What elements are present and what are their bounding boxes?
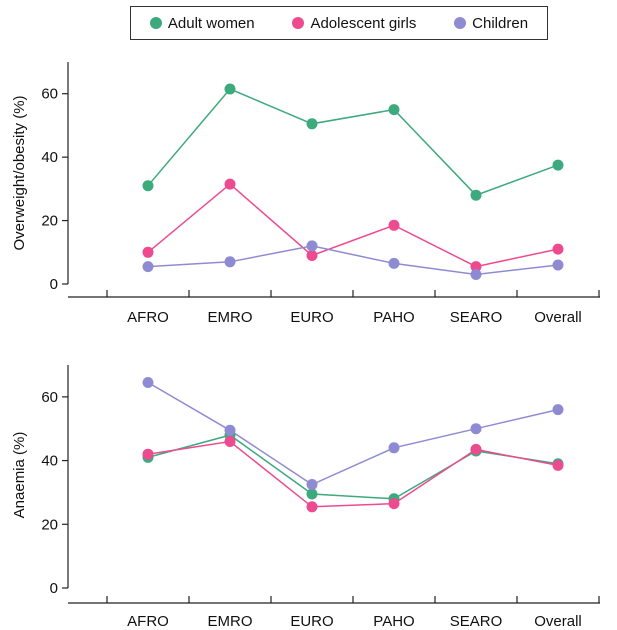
legend-marker-children (454, 17, 467, 29)
chart1-point-adult-women (142, 180, 154, 192)
chart2-point-children (470, 423, 482, 435)
chart2-y-tick-label: 20 (41, 516, 58, 533)
chart1-point-adolescent-girls (552, 243, 564, 255)
chart1-x-tick-label: EMRO (208, 309, 253, 326)
legend-label-adolescent-girls: Adolescent girls (310, 14, 417, 32)
chart1-x-tick-label: PAHO (373, 309, 414, 326)
chart1-x-tick-label: Overall (534, 309, 582, 326)
chart2-point-adolescent-girls (142, 448, 154, 460)
chart1-point-children (142, 261, 154, 273)
chart2-point-children (224, 424, 236, 436)
chart1-point-adult-women (470, 189, 482, 201)
legend-item-children: Children (454, 15, 528, 32)
chart1-point-adolescent-girls (388, 219, 400, 231)
chart2-point-adolescent-girls (306, 501, 318, 513)
legend-item-adult-women: Adult women (149, 14, 255, 32)
chart2-y-tick-label: 0 (50, 580, 58, 597)
chart2-series-line-adolescent-girls (147, 440, 559, 508)
chart2-y-tick-label: 40 (41, 453, 58, 470)
chart1-y-tick-label: 20 (41, 213, 58, 230)
chart1-point-adolescent-girls (224, 178, 236, 190)
chart1-point-adult-women (306, 118, 318, 130)
chart1-point-children (388, 257, 400, 269)
legend-marker-adult-women (149, 17, 162, 29)
legend-item-adolescent-girls: Adolescent girls (292, 15, 416, 32)
chart1-x-tick-label: SEARO (450, 309, 503, 326)
chart2-point-adult-women (306, 488, 318, 500)
chart1-point-adolescent-girls (470, 261, 482, 273)
chart2-point-children (142, 377, 154, 388)
chart1-point-adult-women (224, 83, 236, 95)
chart1-y-tick-label: 0 (50, 276, 58, 293)
chart2-y-axis-label: Anaemia (%) (11, 432, 28, 519)
chart2-x-tick-label: PAHO (373, 613, 414, 630)
chart2-point-adolescent-girls (224, 436, 236, 447)
chart1-series-line-children (147, 245, 559, 276)
chart1-point-children (306, 240, 318, 252)
chart1-point-adolescent-girls (142, 246, 154, 258)
chart1-point-children (470, 269, 482, 280)
chart1-point-children (224, 256, 236, 268)
chart2-point-adolescent-girls (552, 459, 564, 471)
chart1-point-adult-women (552, 159, 564, 171)
chart2-series-line-adult-women (147, 434, 559, 500)
chart2-point-children (388, 442, 400, 454)
chart1-point-adolescent-girls (306, 250, 318, 261)
chart1-y-axis-label: Overweight/obesity (%) (11, 95, 28, 250)
chart2-x-tick-label: Overall (534, 613, 582, 630)
chart1-point-children (552, 259, 564, 271)
chart2-x-tick-label: SEARO (450, 613, 503, 630)
chart1-point-adult-women (388, 104, 400, 116)
legend: Adult women Adolescent girls Children (130, 6, 548, 40)
chart2-y-tick-label: 60 (41, 389, 58, 406)
chart1-y-tick-label: 40 (41, 149, 58, 166)
chart1-series-line-adolescent-girls (147, 183, 559, 268)
chart1-x-tick-label: AFRO (127, 309, 169, 326)
chart1-x-tick-label: EURO (290, 309, 333, 326)
chart2-point-adolescent-girls (470, 443, 482, 455)
chart2-point-adolescent-girls (388, 498, 400, 510)
legend-label-children: Children (472, 14, 529, 32)
chart2-point-children (552, 404, 564, 416)
legend-label-adult-women: Adult women (167, 14, 255, 32)
legend-marker-adolescent-girls (292, 17, 305, 29)
chart2-point-children (306, 479, 318, 490)
chart2-x-tick-label: AFRO (127, 613, 169, 630)
chart2-x-tick-label: EURO (290, 613, 333, 630)
chart2-series-line-children (147, 381, 559, 486)
chart1-y-tick-label: 60 (41, 86, 58, 103)
chart2-x-tick-label: EMRO (208, 613, 253, 630)
chart1-series-line-adult-women (147, 88, 559, 197)
